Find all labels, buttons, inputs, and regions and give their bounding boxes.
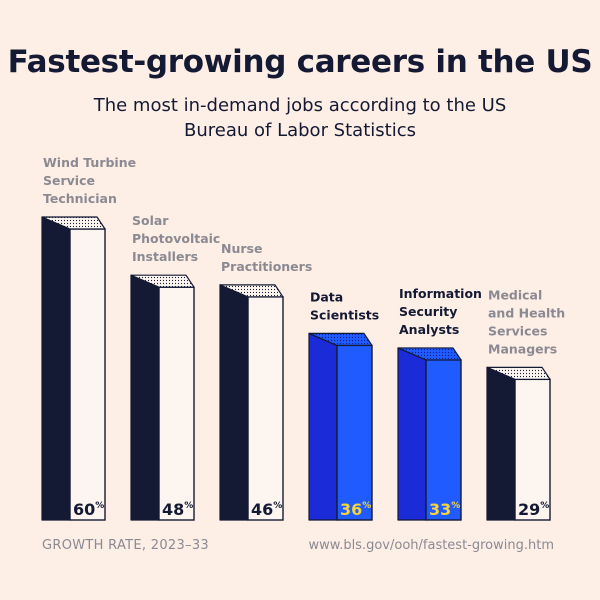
category-label-4: Data Scientists xyxy=(310,289,379,322)
chart-title: Fastest-growing careers in the US xyxy=(7,44,593,80)
bar-front-5 xyxy=(425,359,462,521)
bar-side-1 xyxy=(41,216,71,521)
bar-side-2 xyxy=(130,274,160,521)
bar-top-1 xyxy=(41,216,106,230)
category-label-5: Information Security Analysts xyxy=(399,286,482,337)
value-unit-3: % xyxy=(273,501,282,511)
value-unit-6: % xyxy=(540,501,549,511)
bar-front-1 xyxy=(69,228,106,521)
bar-4: 36%Data Scientists xyxy=(308,289,379,521)
bar-top-5 xyxy=(397,347,462,361)
category-label-3: Nurse Practitioners xyxy=(221,241,312,274)
bar-front-3 xyxy=(247,296,284,521)
bar-front-6 xyxy=(514,378,551,521)
bar-5: 33%Information Security Analysts xyxy=(397,286,482,521)
bar-1: 60%Wind Turbine Service Technician xyxy=(41,155,136,521)
chart-subtitle: The most in-demand jobs according to the… xyxy=(93,95,507,141)
value-unit-4: % xyxy=(362,501,371,511)
value-unit-2: % xyxy=(184,501,193,511)
bar-top-2 xyxy=(130,274,195,288)
value-unit-1: % xyxy=(95,501,104,511)
bar-side-4 xyxy=(308,332,338,521)
category-label-1: Wind Turbine Service Technician xyxy=(43,155,136,206)
category-label-2: Solar Photovoltaic Installers xyxy=(132,213,220,264)
category-label-6: Medical and Health Services Managers xyxy=(488,287,565,356)
bar-front-2 xyxy=(158,286,195,521)
bar-top-6 xyxy=(486,366,551,380)
bar-top-3 xyxy=(219,284,284,298)
bar-side-3 xyxy=(219,284,249,521)
value-unit-5: % xyxy=(451,501,460,511)
bar-6: 29%Medical and Health Services Managers xyxy=(486,287,565,521)
bar-front-4 xyxy=(336,344,373,521)
footer-source-link[interactable]: www.bls.gov/ooh/fastest-growing.htm xyxy=(308,538,554,553)
footer-growth-rate: GROWTH RATE, 2023–33 xyxy=(42,538,209,553)
bar-side-5 xyxy=(397,347,427,521)
bar-2: 48%Solar Photovoltaic Installers xyxy=(130,213,220,521)
bar-3: 46%Nurse Practitioners xyxy=(219,241,312,521)
bar-side-6 xyxy=(486,366,516,521)
bar-top-4 xyxy=(308,332,373,346)
